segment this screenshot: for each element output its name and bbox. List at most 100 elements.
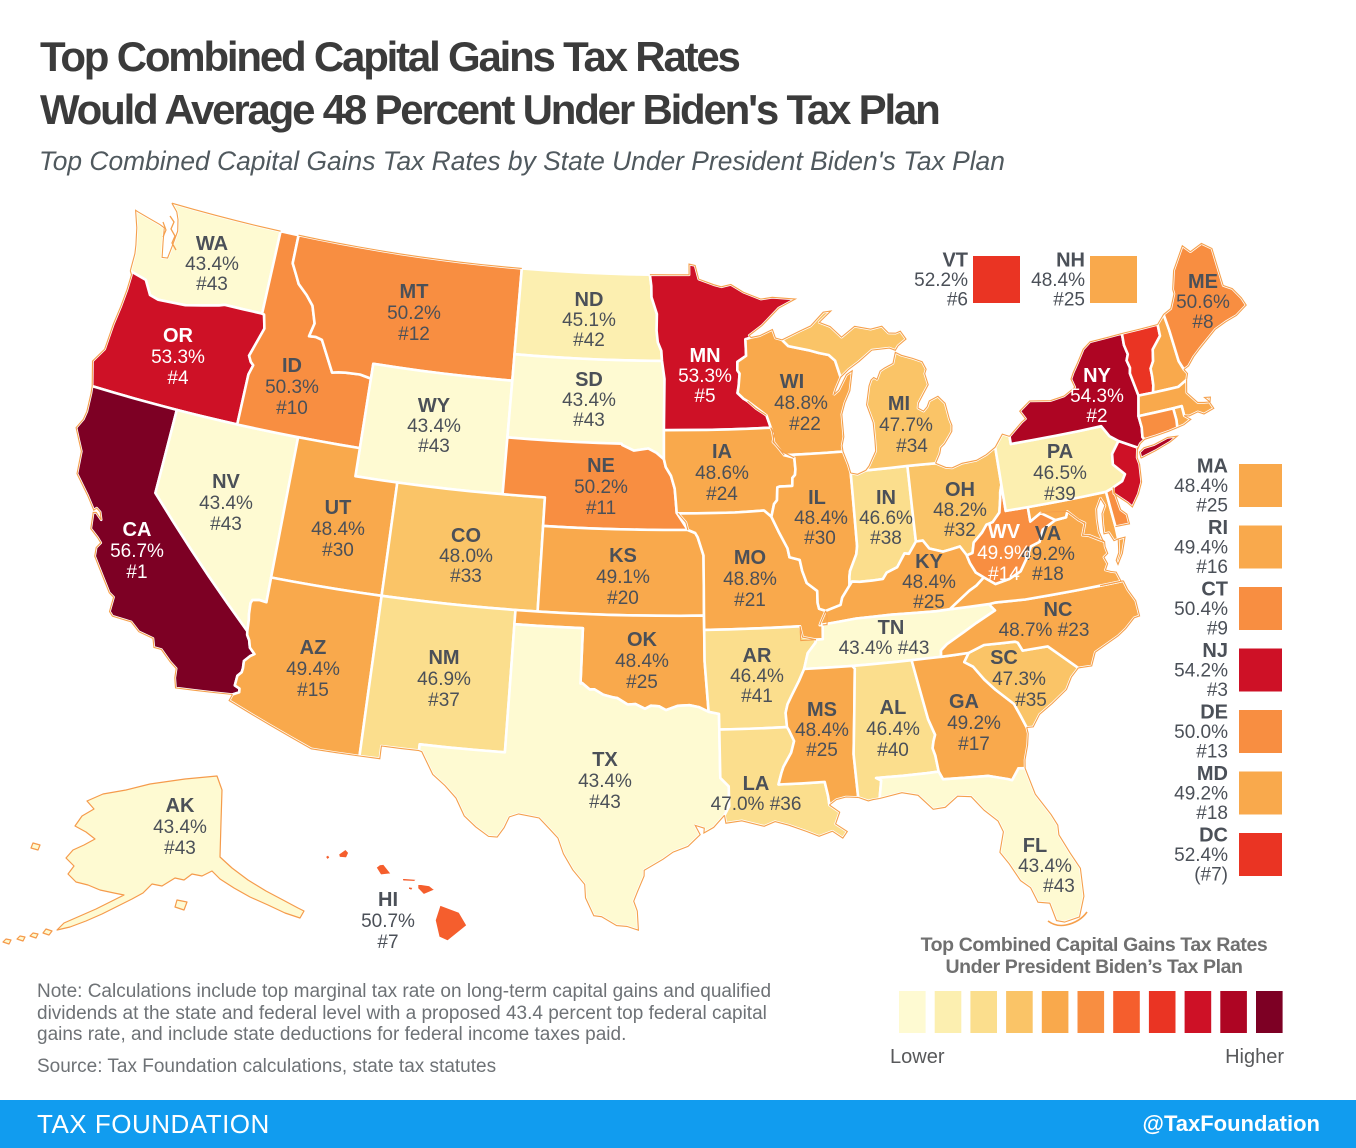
svg-text:50.3%: 50.3% [265,377,319,398]
svg-text:#17: #17 [958,734,990,755]
svg-text:MT: MT [400,281,429,303]
svg-text:49.2%: 49.2% [947,713,1001,734]
svg-text:VA: VA [1035,523,1061,545]
svg-text:SC: SC [990,647,1018,669]
svg-text:AK: AK [166,795,195,817]
svg-text:#43: #43 [210,514,242,535]
svg-text:KY: KY [915,551,943,573]
svg-text:49.4%: 49.4% [1174,538,1228,559]
svg-text:#25: #25 [626,672,658,693]
svg-text:43.4%: 43.4% [1018,856,1072,877]
svg-text:50.4%: 50.4% [1174,599,1228,620]
svg-text:50.6%: 50.6% [1176,292,1230,313]
svg-text:49.2%: 49.2% [1021,544,1075,565]
svg-text:#1: #1 [126,562,147,583]
svg-text:#5: #5 [694,386,715,407]
svg-text:45.1%: 45.1% [562,310,616,331]
svg-text:43.4%: 43.4% [153,817,207,838]
svg-text:48.4%: 48.4% [794,508,848,529]
svg-text:IN: IN [876,487,896,509]
svg-text:OK: OK [627,629,658,651]
svg-text:#6: #6 [947,290,968,311]
svg-text:46.5%: 46.5% [1033,463,1087,484]
svg-text:48.7% #23: 48.7% #23 [999,620,1090,641]
svg-text:(#7): (#7) [1194,865,1228,886]
svg-text:ID: ID [282,355,302,377]
svg-text:MA: MA [1197,456,1228,478]
svg-text:IA: IA [712,441,732,463]
svg-text:43.4%: 43.4% [185,254,239,275]
svg-text:53.3%: 53.3% [678,366,732,387]
svg-text:#43: #43 [196,274,228,295]
svg-text:46.4%: 46.4% [866,719,920,740]
svg-text:48.8%: 48.8% [723,569,777,590]
svg-text:CT: CT [1201,579,1228,601]
svg-text:43.4%: 43.4% [199,493,253,514]
svg-text:NC: NC [1044,599,1073,621]
svg-text:#21: #21 [734,590,766,611]
svg-text:#11: #11 [586,498,616,519]
svg-text:48.0%: 48.0% [439,546,493,567]
svg-text:46.9%: 46.9% [417,669,471,690]
svg-text:52.2%: 52.2% [914,270,968,291]
svg-text:#7: #7 [377,932,398,953]
svg-text:#32: #32 [944,520,976,541]
svg-text:Under President Biden’s Tax Pl: Under President Biden’s Tax Plan [945,956,1242,978]
svg-text:#14: #14 [988,564,1020,585]
svg-text:48.8%: 48.8% [774,393,828,414]
svg-text:#43: #43 [164,838,196,859]
svg-text:#16: #16 [1196,557,1228,578]
svg-text:MS: MS [807,699,837,721]
svg-text:WA: WA [196,233,228,255]
svg-text:#25: #25 [806,740,838,761]
svg-text:CA: CA [123,519,152,541]
svg-text:#25: #25 [1053,290,1085,311]
svg-text:#4: #4 [167,368,189,389]
svg-text:#43: #43 [589,792,621,813]
svg-text:43.4%: 43.4% [407,416,461,437]
svg-text:#18: #18 [1196,803,1228,824]
svg-text:49.1%: 49.1% [596,567,650,588]
svg-text:OH: OH [945,479,975,501]
svg-text:CO: CO [451,525,481,547]
svg-text:ME: ME [1188,271,1218,293]
svg-text:TX: TX [592,749,618,771]
svg-text:#40: #40 [877,740,909,761]
svg-text:#10: #10 [276,398,308,419]
svg-text:AR: AR [743,645,772,667]
svg-text:#9: #9 [1207,619,1228,640]
svg-text:43.4%: 43.4% [578,771,632,792]
svg-text:50.7%: 50.7% [361,911,415,932]
svg-text:#43: #43 [1043,876,1075,897]
svg-text:49.4%: 49.4% [286,659,340,680]
svg-text:#42: #42 [573,330,605,351]
svg-text:47.0% #36: 47.0% #36 [711,794,802,815]
svg-text:#24: #24 [706,484,738,505]
svg-text:#39: #39 [1044,484,1076,505]
svg-text:#30: #30 [322,540,354,561]
svg-text:#43: #43 [573,410,605,431]
svg-text:DC: DC [1199,825,1228,847]
svg-text:ND: ND [575,289,604,311]
svg-text:48.4%: 48.4% [615,651,669,672]
svg-text:#34: #34 [896,436,928,457]
svg-text:43.4%: 43.4% [562,390,616,411]
svg-text:AZ: AZ [300,637,327,659]
svg-text:#25: #25 [1196,496,1228,517]
svg-text:LA: LA [743,773,770,795]
svg-text:RI: RI [1208,517,1228,539]
svg-text:Higher: Higher [1225,1046,1284,1068]
svg-text:AL: AL [880,697,907,719]
svg-text:53.3%: 53.3% [151,347,205,368]
svg-text:NJ: NJ [1202,640,1228,662]
svg-text:#25: #25 [913,592,945,613]
svg-text:IL: IL [808,487,826,509]
svg-text:SD: SD [575,369,603,391]
svg-text:#41: #41 [741,686,773,707]
svg-text:#20: #20 [607,588,639,609]
svg-text:MI: MI [888,393,910,415]
svg-text:NV: NV [212,471,240,493]
svg-text:#43: #43 [418,436,450,457]
svg-text:#38: #38 [870,528,902,549]
svg-text:56.7%: 56.7% [110,541,164,562]
